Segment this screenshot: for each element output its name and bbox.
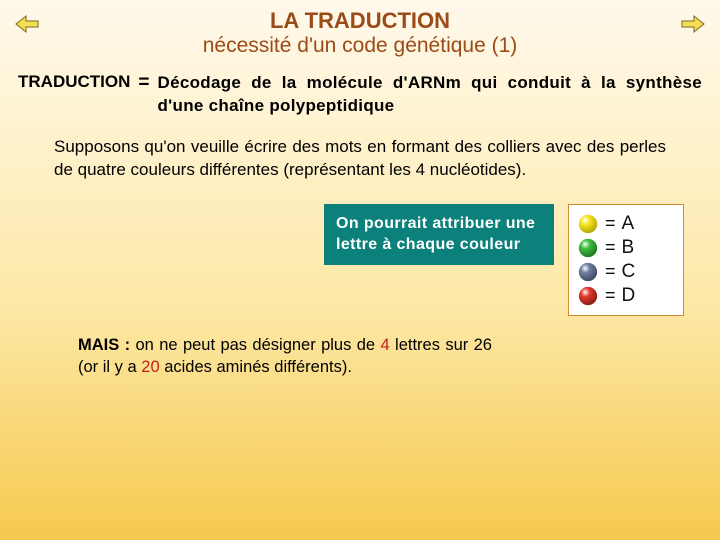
- legend-letter: B: [622, 237, 635, 259]
- callout-legend-row: On pourrait attribuer une lettre à chaqu…: [18, 204, 684, 316]
- mais-number-20: 20: [141, 358, 159, 376]
- definition-row: TRADUCTION = Décodage de la molécule d'A…: [18, 72, 702, 118]
- mais-text-1: on ne peut pas désigner plus de: [130, 336, 380, 354]
- color-ball-icon: [577, 285, 599, 307]
- definition-label: TRADUCTION: [18, 72, 130, 92]
- mais-label: MAIS :: [78, 336, 130, 354]
- legend-row: =C: [577, 261, 675, 283]
- color-legend: =A=B=C=D: [568, 204, 684, 316]
- paragraph-mais: MAIS : on ne peut pas désigner plus de 4…: [78, 334, 492, 379]
- legend-row: =A: [577, 213, 675, 235]
- legend-row: =D: [577, 285, 675, 307]
- prev-arrow-button[interactable]: [14, 14, 40, 34]
- definition-equals: =: [138, 73, 149, 92]
- arrow-left-icon: [14, 14, 40, 34]
- legend-letter: A: [622, 213, 635, 235]
- next-arrow-button[interactable]: [680, 14, 706, 34]
- legend-letter: D: [622, 285, 636, 307]
- color-ball-icon: [577, 261, 599, 283]
- paragraph-hypothesis: Supposons qu'on veuille écrire des mots …: [54, 136, 666, 182]
- slide: LA TRADUCTION nécessité d'un code généti…: [0, 0, 720, 540]
- callout-box: On pourrait attribuer une lettre à chaqu…: [324, 204, 554, 266]
- mais-text-3: acides aminés différents).: [160, 358, 352, 376]
- mais-number-4: 4: [380, 336, 389, 354]
- legend-letter: C: [622, 261, 636, 283]
- legend-row: =B: [577, 237, 675, 259]
- color-ball-icon: [577, 237, 599, 259]
- color-ball-icon: [577, 213, 599, 235]
- legend-equals: =: [605, 213, 616, 234]
- page-title: LA TRADUCTION: [18, 8, 702, 34]
- legend-equals: =: [605, 237, 616, 258]
- legend-equals: =: [605, 285, 616, 306]
- legend-equals: =: [605, 261, 616, 282]
- page-subtitle: nécessité d'un code génétique (1): [18, 34, 702, 58]
- arrow-right-icon: [680, 14, 706, 34]
- definition-text: Décodage de la molécule d'ARNm qui condu…: [158, 72, 703, 118]
